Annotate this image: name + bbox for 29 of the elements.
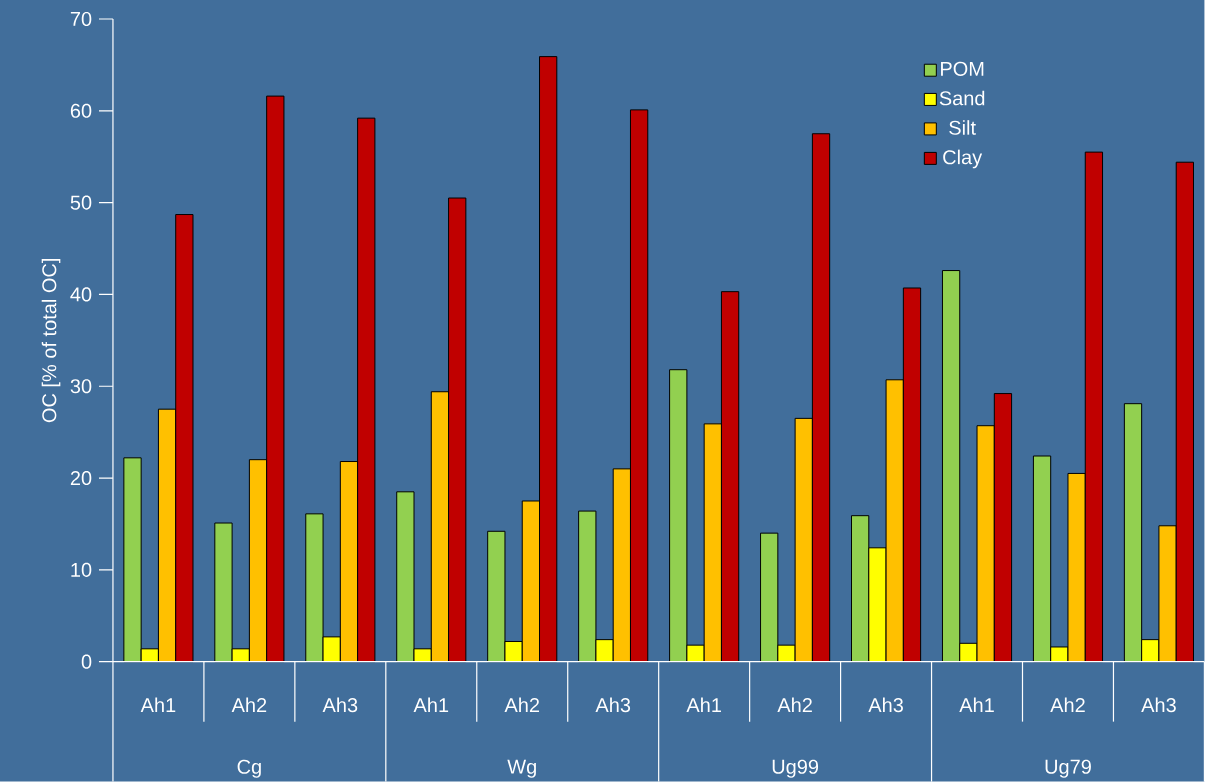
y-tick-label: 0 — [81, 654, 92, 669]
y-axis-title: OC [% of total OC] — [41, 258, 61, 422]
legend-label: Clay — [943, 149, 983, 169]
legend-label: Silt — [949, 119, 976, 135]
x-tick-label: Ah2 — [231, 697, 267, 712]
x-tick-label: Ah3 — [868, 697, 903, 712]
x-tick-label: Ah1 — [959, 697, 994, 712]
text: Wg — [507, 759, 536, 778]
x-tick-label: Ah1 — [140, 697, 176, 712]
x-tick-label: Ah3 — [1141, 697, 1176, 712]
x-tick-label: Ah2 — [504, 697, 540, 712]
y-tick-label: 10 — [71, 562, 92, 577]
x-tick-label: Ah3 — [322, 697, 358, 712]
x-tick-label: Ah1 — [413, 697, 449, 712]
x-tick-label: Ah1 — [686, 697, 721, 712]
y-tick-label: 70 — [70, 11, 92, 26]
y-tick-label: 40 — [70, 287, 92, 302]
x-tick-label: Ah2 — [1050, 697, 1085, 712]
legend-label: POM — [941, 61, 984, 76]
y-tick-label: 60 — [70, 103, 92, 118]
y-tick-label: 20 — [70, 470, 92, 485]
x-tick-label: Ah2 — [777, 697, 812, 712]
text: Ug79 — [1045, 759, 1091, 778]
legend-label: Sand — [939, 90, 985, 106]
x-tick-label: Ah3 — [595, 697, 631, 712]
text: Cg — [237, 759, 261, 778]
y-tick-label: 30 — [70, 378, 92, 394]
y-tick-label: 50 — [70, 195, 92, 210]
text: Ug99 — [772, 759, 819, 778]
